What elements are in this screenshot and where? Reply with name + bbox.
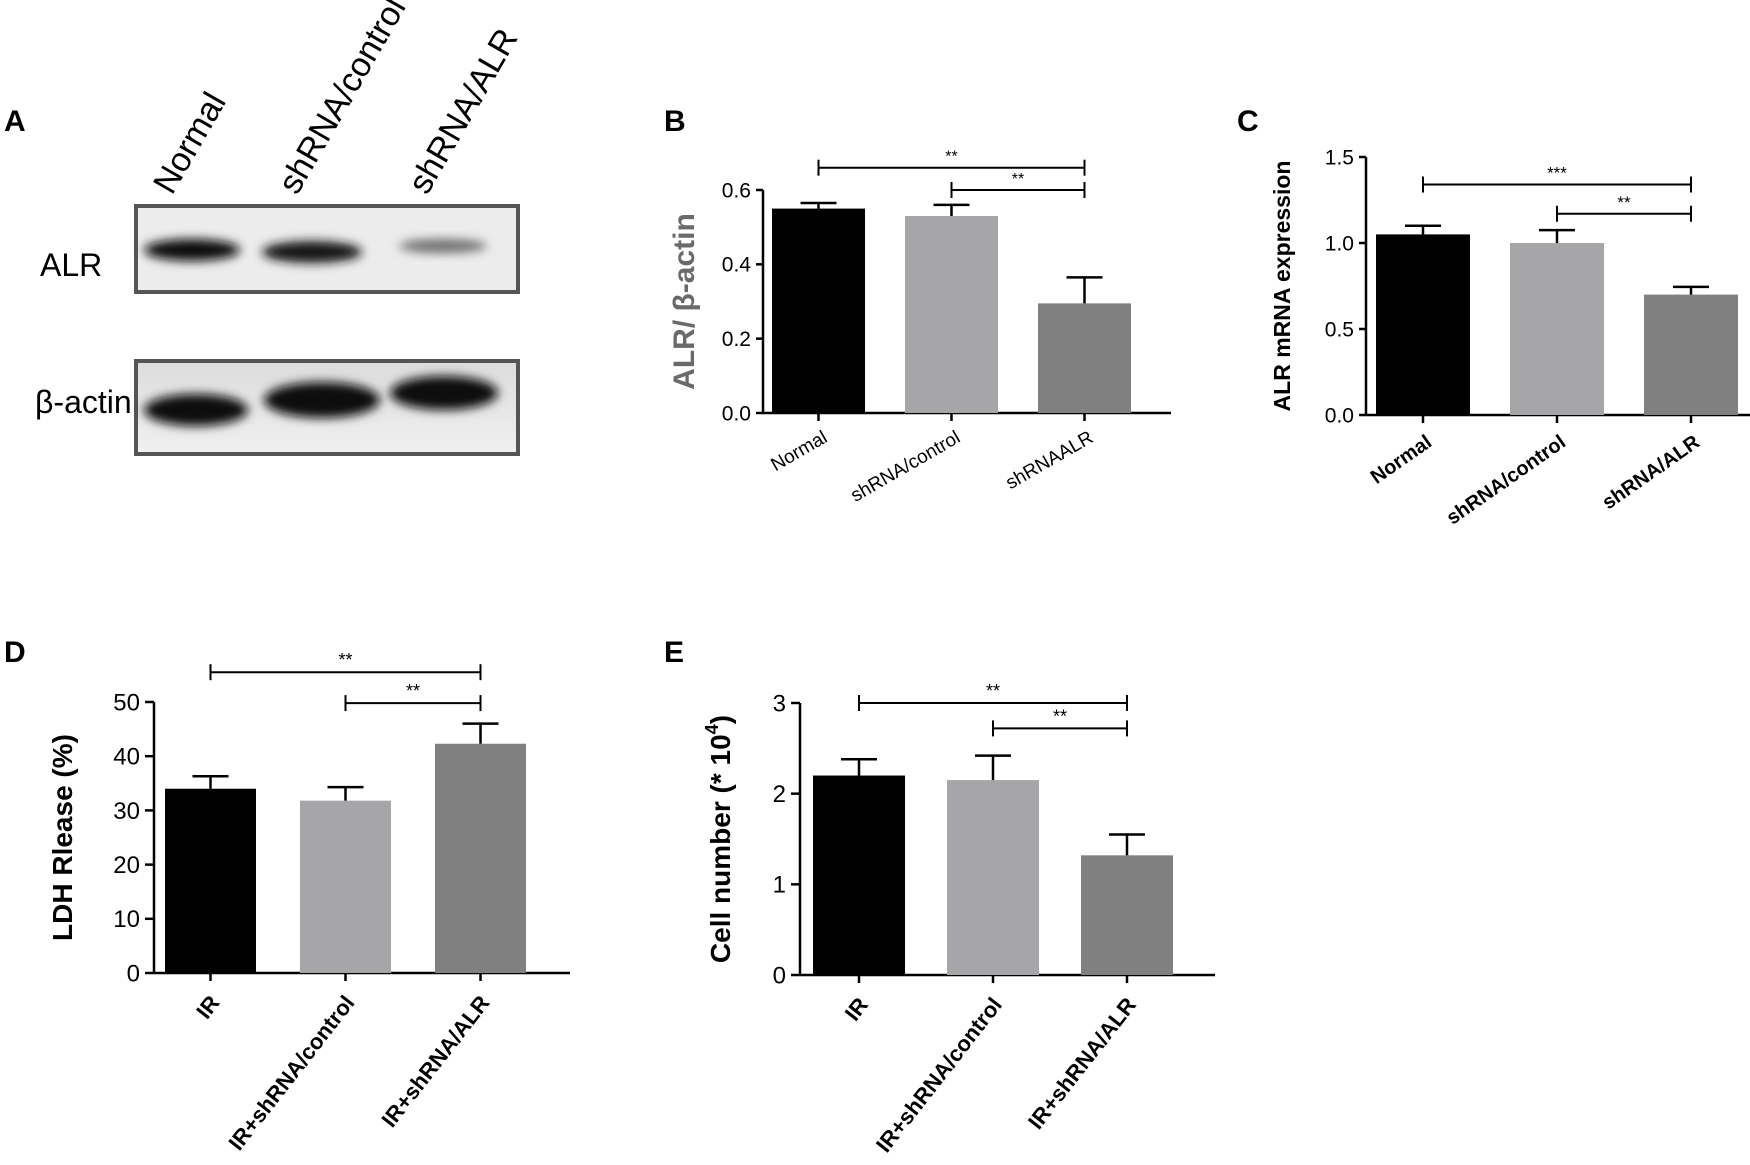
bar-ir-shrna-control (300, 800, 391, 973)
panel-c-label: C (1237, 105, 1259, 138)
y-tick-label: 40 (113, 744, 140, 771)
y-tick-label: 1.5 (1325, 146, 1354, 169)
significance-label: *** (1547, 164, 1567, 183)
significance-label: ** (1012, 171, 1024, 188)
bar-shrnaalr (1038, 303, 1131, 413)
y-tick-label: 0.6 (722, 179, 751, 202)
category-label-normal: Normal (767, 427, 831, 476)
category-label-ir: IR (840, 993, 873, 1026)
y-axis-label-close: ) (705, 715, 736, 724)
y-axis-label: ALR/ β-actin (668, 213, 701, 390)
alr-band-shrna-control (262, 241, 362, 263)
category-label-ir-shrna-alr: IR+shRNA/ALR (377, 991, 495, 1132)
y-tick-label: 0.2 (722, 328, 751, 351)
bar-normal (1376, 234, 1470, 415)
significance-label: ** (406, 681, 420, 701)
bar-ir-shrna-control (947, 780, 1039, 975)
actin-band-shrna-alr (390, 376, 498, 410)
significance-label: ** (945, 149, 957, 166)
y-tick-label: 30 (113, 798, 140, 825)
y-tick-label: 50 (113, 689, 140, 716)
category-label-ir-shrna-control: IR+shRNA/control (871, 993, 1007, 1157)
lane-label-shrna-control: shRNA/control (271, 0, 414, 200)
y-tick-label: 10 (113, 906, 140, 933)
blot-row-label-alr: ALR (40, 247, 102, 283)
y-tick-label: 3 (773, 690, 786, 717)
significance-label: ** (986, 681, 1000, 701)
panel-a: A Normal shRNA/control shRNA/ALR ALR β-a… (4, 0, 526, 456)
y-axis-label: LDH Rlease (%) (47, 734, 78, 941)
actin-band-normal (144, 394, 248, 426)
panel-a-label: A (4, 105, 26, 138)
significance-label: ** (1053, 706, 1067, 726)
bar-shrna-alr (1644, 294, 1738, 415)
panel-e-label: E (664, 636, 684, 669)
bar-shrna-control (905, 216, 998, 413)
category-label-shrnaalr: shRNAALR (1002, 427, 1097, 494)
panel-b-label: B (664, 105, 686, 138)
significance-label: ** (1617, 193, 1631, 212)
alr-band-shrna-alr (399, 239, 487, 253)
y-axis-label-text: Cell number (* 10 (705, 734, 736, 963)
bar-ir (165, 788, 256, 973)
y-tick-label: 1 (773, 872, 786, 899)
category-label-ir: IR (191, 991, 224, 1024)
bar-normal (772, 208, 865, 413)
significance-label: ** (338, 650, 352, 670)
blot-row-label-beta-actin: β-actin (35, 384, 132, 420)
y-tick-label: 1.0 (1325, 232, 1354, 255)
chart-d: 0 10 20 30 40 50 LDH Rlease (%) IR IR+shRNA/cont… (47, 650, 570, 1155)
y-tick-label: 0 (773, 962, 786, 989)
y-axis-label-exponent: 4 (702, 723, 722, 734)
category-label-shrna-control: shRNA/control (847, 427, 964, 506)
bar-ir (813, 775, 905, 975)
category-label-shrna-alr: shRNA/ALR (1598, 431, 1704, 514)
y-axis-label: Cell number (* 104) (702, 715, 736, 963)
category-label-shrna-control: shRNA/control (1443, 431, 1570, 529)
y-tick-label: 0.4 (722, 254, 752, 277)
y-tick-label: 0 (127, 960, 140, 987)
bar-ir-shrna-alr (435, 743, 526, 973)
y-tick-label: 0.0 (722, 402, 751, 425)
category-label-ir-shrna-alr: IR+shRNA/ALR (1023, 993, 1141, 1134)
panel-d-label: D (4, 636, 26, 669)
category-label-normal: Normal (1367, 431, 1436, 489)
y-tick-label: 0.5 (1325, 318, 1354, 341)
y-tick-label: 2 (773, 781, 786, 808)
y-tick-label: 20 (113, 852, 140, 879)
alr-band-normal (144, 239, 240, 261)
y-axis-label: ALR mRNA expression (1269, 161, 1295, 412)
lane-label-normal: Normal (146, 86, 234, 200)
lane-label-shrna-alr: shRNA/ALR (401, 22, 526, 200)
bar-ir-shrna-alr (1081, 855, 1173, 975)
y-tick-label: 0.0 (1325, 404, 1354, 427)
chart-e: 0 1 2 3 Cell number (* 104) IRIR+shRNA/contro… (702, 681, 1215, 1157)
category-label-ir-shrna-control: IR+shRNA/control (223, 991, 359, 1155)
actin-band-shrna-control (264, 382, 380, 418)
bar-shrna-control (1510, 243, 1604, 415)
chart-b: 0.0 0.2 0.4 0.6 ALR/ β-actin Normal shRNA/cont… (668, 149, 1171, 507)
